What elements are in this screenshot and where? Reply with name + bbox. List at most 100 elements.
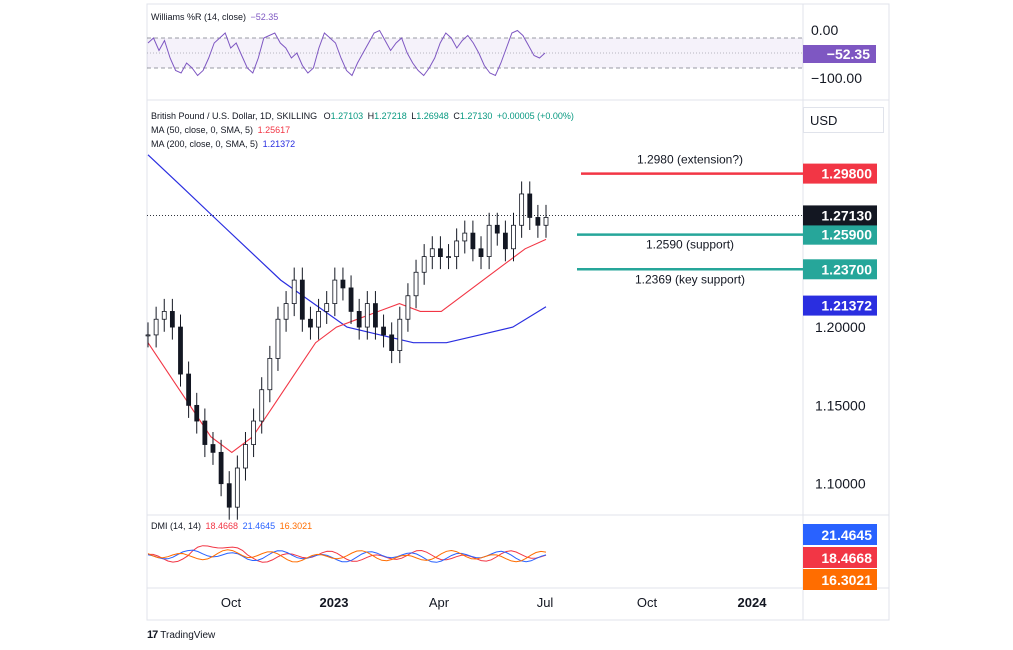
- candle-body: [210, 444, 216, 453]
- candle-body: [202, 420, 208, 445]
- candle-body: [405, 295, 411, 320]
- level-badge: 1.23700: [821, 261, 872, 277]
- symbol-title: British Pound / U.S. Dollar, 1D, SKILLIN…: [151, 111, 318, 121]
- dmi-badge: 21.4645: [821, 527, 872, 543]
- ma200-label: MA (200, close, 0, SMA, 5): [151, 139, 259, 149]
- candle-body: [153, 318, 159, 336]
- candle-body: [494, 224, 500, 234]
- ohlc-high: 1.27218: [374, 111, 407, 121]
- candle-body: [178, 326, 183, 375]
- candle-body: [332, 279, 338, 304]
- candle-body: [381, 326, 386, 336]
- x-tick-label: Jul: [537, 595, 554, 610]
- level-label: 1.2590 (support): [646, 238, 734, 252]
- candle-body: [356, 311, 362, 328]
- candle-body: [364, 303, 370, 328]
- candle-body: [438, 248, 443, 258]
- level-badge-bg: [803, 259, 877, 280]
- candle-body: [527, 193, 533, 218]
- williams-r-badge-bg: [803, 45, 876, 63]
- candle-body: [251, 420, 256, 445]
- candle-body: [194, 404, 200, 422]
- candle-body: [226, 483, 232, 508]
- ma50-label: MA (50, close, 0, SMA, 5): [151, 125, 254, 135]
- price-badge: 1.21372: [821, 298, 872, 314]
- candle-body: [243, 444, 248, 469]
- dmi-badge-bg: [803, 547, 877, 568]
- ma200-line: [147, 154, 547, 344]
- y-tick-label: 1.15000: [815, 397, 866, 413]
- chart-frame: [146, 3, 890, 621]
- candle-body: [218, 451, 224, 485]
- williams-r-value: −52.35: [250, 12, 279, 22]
- currency-selector[interactable]: USD: [803, 107, 884, 133]
- tradingview-logo[interactable]: 17 TradingView: [147, 629, 215, 641]
- ohlc-change: +0.00005 (+0.00%): [496, 111, 574, 121]
- dmi-badge: 16.3021: [821, 572, 872, 588]
- symbol-legend: British Pound / U.S. Dollar, 1D, SKILLIN…: [151, 111, 574, 121]
- candle-body: [543, 217, 549, 226]
- candle-body: [462, 232, 468, 242]
- candles: [145, 181, 549, 520]
- williams-r-legend: Williams %R (14, close) −52.35: [151, 12, 278, 22]
- price-badge: 1.27130: [821, 207, 872, 223]
- candle-body: [316, 311, 321, 328]
- candle-body: [259, 389, 265, 422]
- dmi-legend: DMI (14, 14) 18.4668 21.4645 16.3021: [151, 521, 312, 531]
- level-badge: 1.25900: [821, 227, 872, 243]
- x-tick-label: 2024: [738, 595, 768, 610]
- candle-body: [267, 357, 273, 391]
- dmi-minus-line: [147, 549, 547, 563]
- candle-body: [470, 232, 476, 250]
- dmi-badge-bg: [803, 569, 877, 590]
- candle-body: [348, 287, 354, 312]
- x-tick-label: Apr: [429, 595, 450, 610]
- price-badge-bg: [803, 295, 877, 316]
- dmi-badge: 18.4668: [821, 550, 872, 566]
- candle-body: [389, 334, 395, 351]
- dmi-plus-value: 21.4645: [242, 521, 276, 531]
- williams-r-axis-bottom: −100.00: [811, 70, 862, 86]
- ma200-legend: MA (200, close, 0, SMA, 5) 1.21372: [151, 139, 295, 149]
- williams-r-label: Williams %R (14, close): [151, 12, 247, 22]
- candle-body: [502, 232, 508, 250]
- y-tick-label: 1.20000: [815, 319, 866, 335]
- ohlc-close: 1.27130: [459, 111, 493, 121]
- x-tick-label: 2023: [320, 595, 349, 610]
- candle-body: [511, 224, 516, 250]
- dmi-badge-bg: [803, 524, 877, 545]
- candle-body: [373, 303, 378, 328]
- candle-body: [340, 279, 346, 289]
- candle-body: [291, 279, 297, 304]
- candle-body: [397, 318, 403, 351]
- candle-body: [234, 467, 240, 508]
- candle-body: [429, 248, 435, 258]
- x-tick-label: Oct: [637, 595, 658, 610]
- level-badge-bg: [803, 224, 877, 245]
- candle-body: [519, 193, 525, 226]
- x-tick-label: Oct: [221, 595, 242, 610]
- dmi-adx-line: [148, 545, 547, 563]
- level-badge: 1.29800: [821, 166, 872, 182]
- candle-body: [275, 318, 281, 359]
- ma50-line: [147, 238, 547, 454]
- ohlc-low: 1.26948: [416, 111, 449, 121]
- level-label: 1.2369 (key support): [635, 272, 745, 286]
- candle-body: [161, 311, 167, 320]
- ma200-value: 1.21372: [262, 139, 296, 149]
- ma50-legend: MA (50, close, 0, SMA, 5) 1.25617: [151, 125, 290, 135]
- candle-body: [421, 256, 427, 273]
- candle-body: [454, 240, 460, 258]
- tradingview-logo-text: TradingView: [160, 629, 216, 641]
- candle-body: [446, 256, 451, 259]
- williams-r-line: [147, 29, 546, 77]
- candle-body: [478, 248, 484, 258]
- candle-body: [169, 311, 175, 328]
- candle-body: [145, 334, 151, 337]
- williams-r-axis-top: 0.00: [811, 22, 838, 38]
- candle-body: [413, 271, 419, 297]
- candle-body: [308, 318, 313, 328]
- candle-body: [186, 373, 192, 406]
